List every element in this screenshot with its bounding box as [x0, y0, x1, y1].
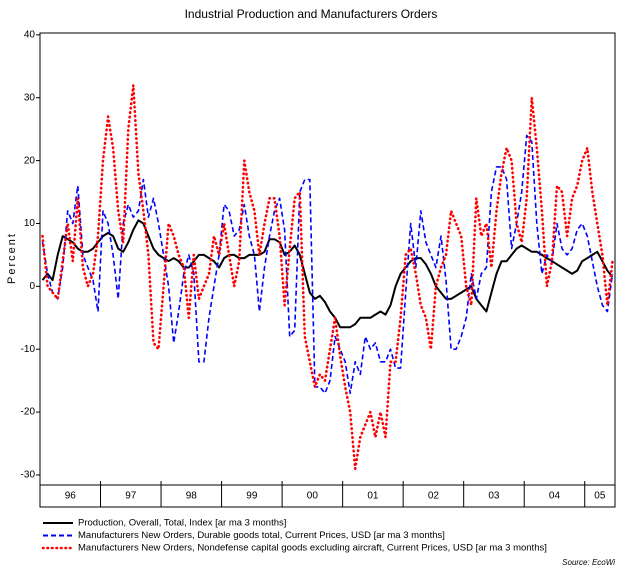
legend-label: Production, Overall, Total, Index [ar ma…: [78, 518, 286, 529]
chart-title: Industrial Production and Manufacturers …: [185, 7, 438, 21]
y-tick-label: -30: [21, 470, 36, 481]
y-tick-label: 0: [29, 281, 35, 292]
x-tick-label: 00: [307, 491, 319, 502]
y-tick-label: 10: [24, 218, 36, 229]
y-tick-label: -20: [21, 407, 36, 418]
y-axis-label: Percent: [6, 232, 18, 284]
y-tick-label: 30: [24, 92, 36, 103]
plot-frame: [39, 32, 616, 486]
x-tick-label: 04: [549, 491, 561, 502]
series-line: [41, 219, 614, 329]
x-tick-label: 96: [65, 491, 77, 502]
legend-label: Manufacturers New Orders, Durable goods …: [78, 530, 445, 541]
x-tick-label: 02: [428, 491, 440, 502]
series-line: [41, 134, 614, 394]
series-line: [41, 83, 614, 470]
x-tick-label: 03: [488, 491, 500, 502]
x-tick-label: 05: [594, 491, 606, 502]
x-axis-band: [39, 484, 616, 508]
x-tick-label: 98: [186, 491, 198, 502]
x-tick-label: 97: [125, 491, 137, 502]
legend-label: Manufacturers New Orders, Nondefense cap…: [78, 543, 547, 554]
source-note: Source: EcoWi: [562, 558, 615, 567]
x-tick-label: 01: [367, 491, 379, 502]
y-tick-label: 20: [24, 155, 36, 166]
y-tick-label: 40: [24, 30, 36, 41]
y-tick-label: -10: [21, 344, 36, 355]
x-tick-label: 99: [246, 491, 258, 502]
